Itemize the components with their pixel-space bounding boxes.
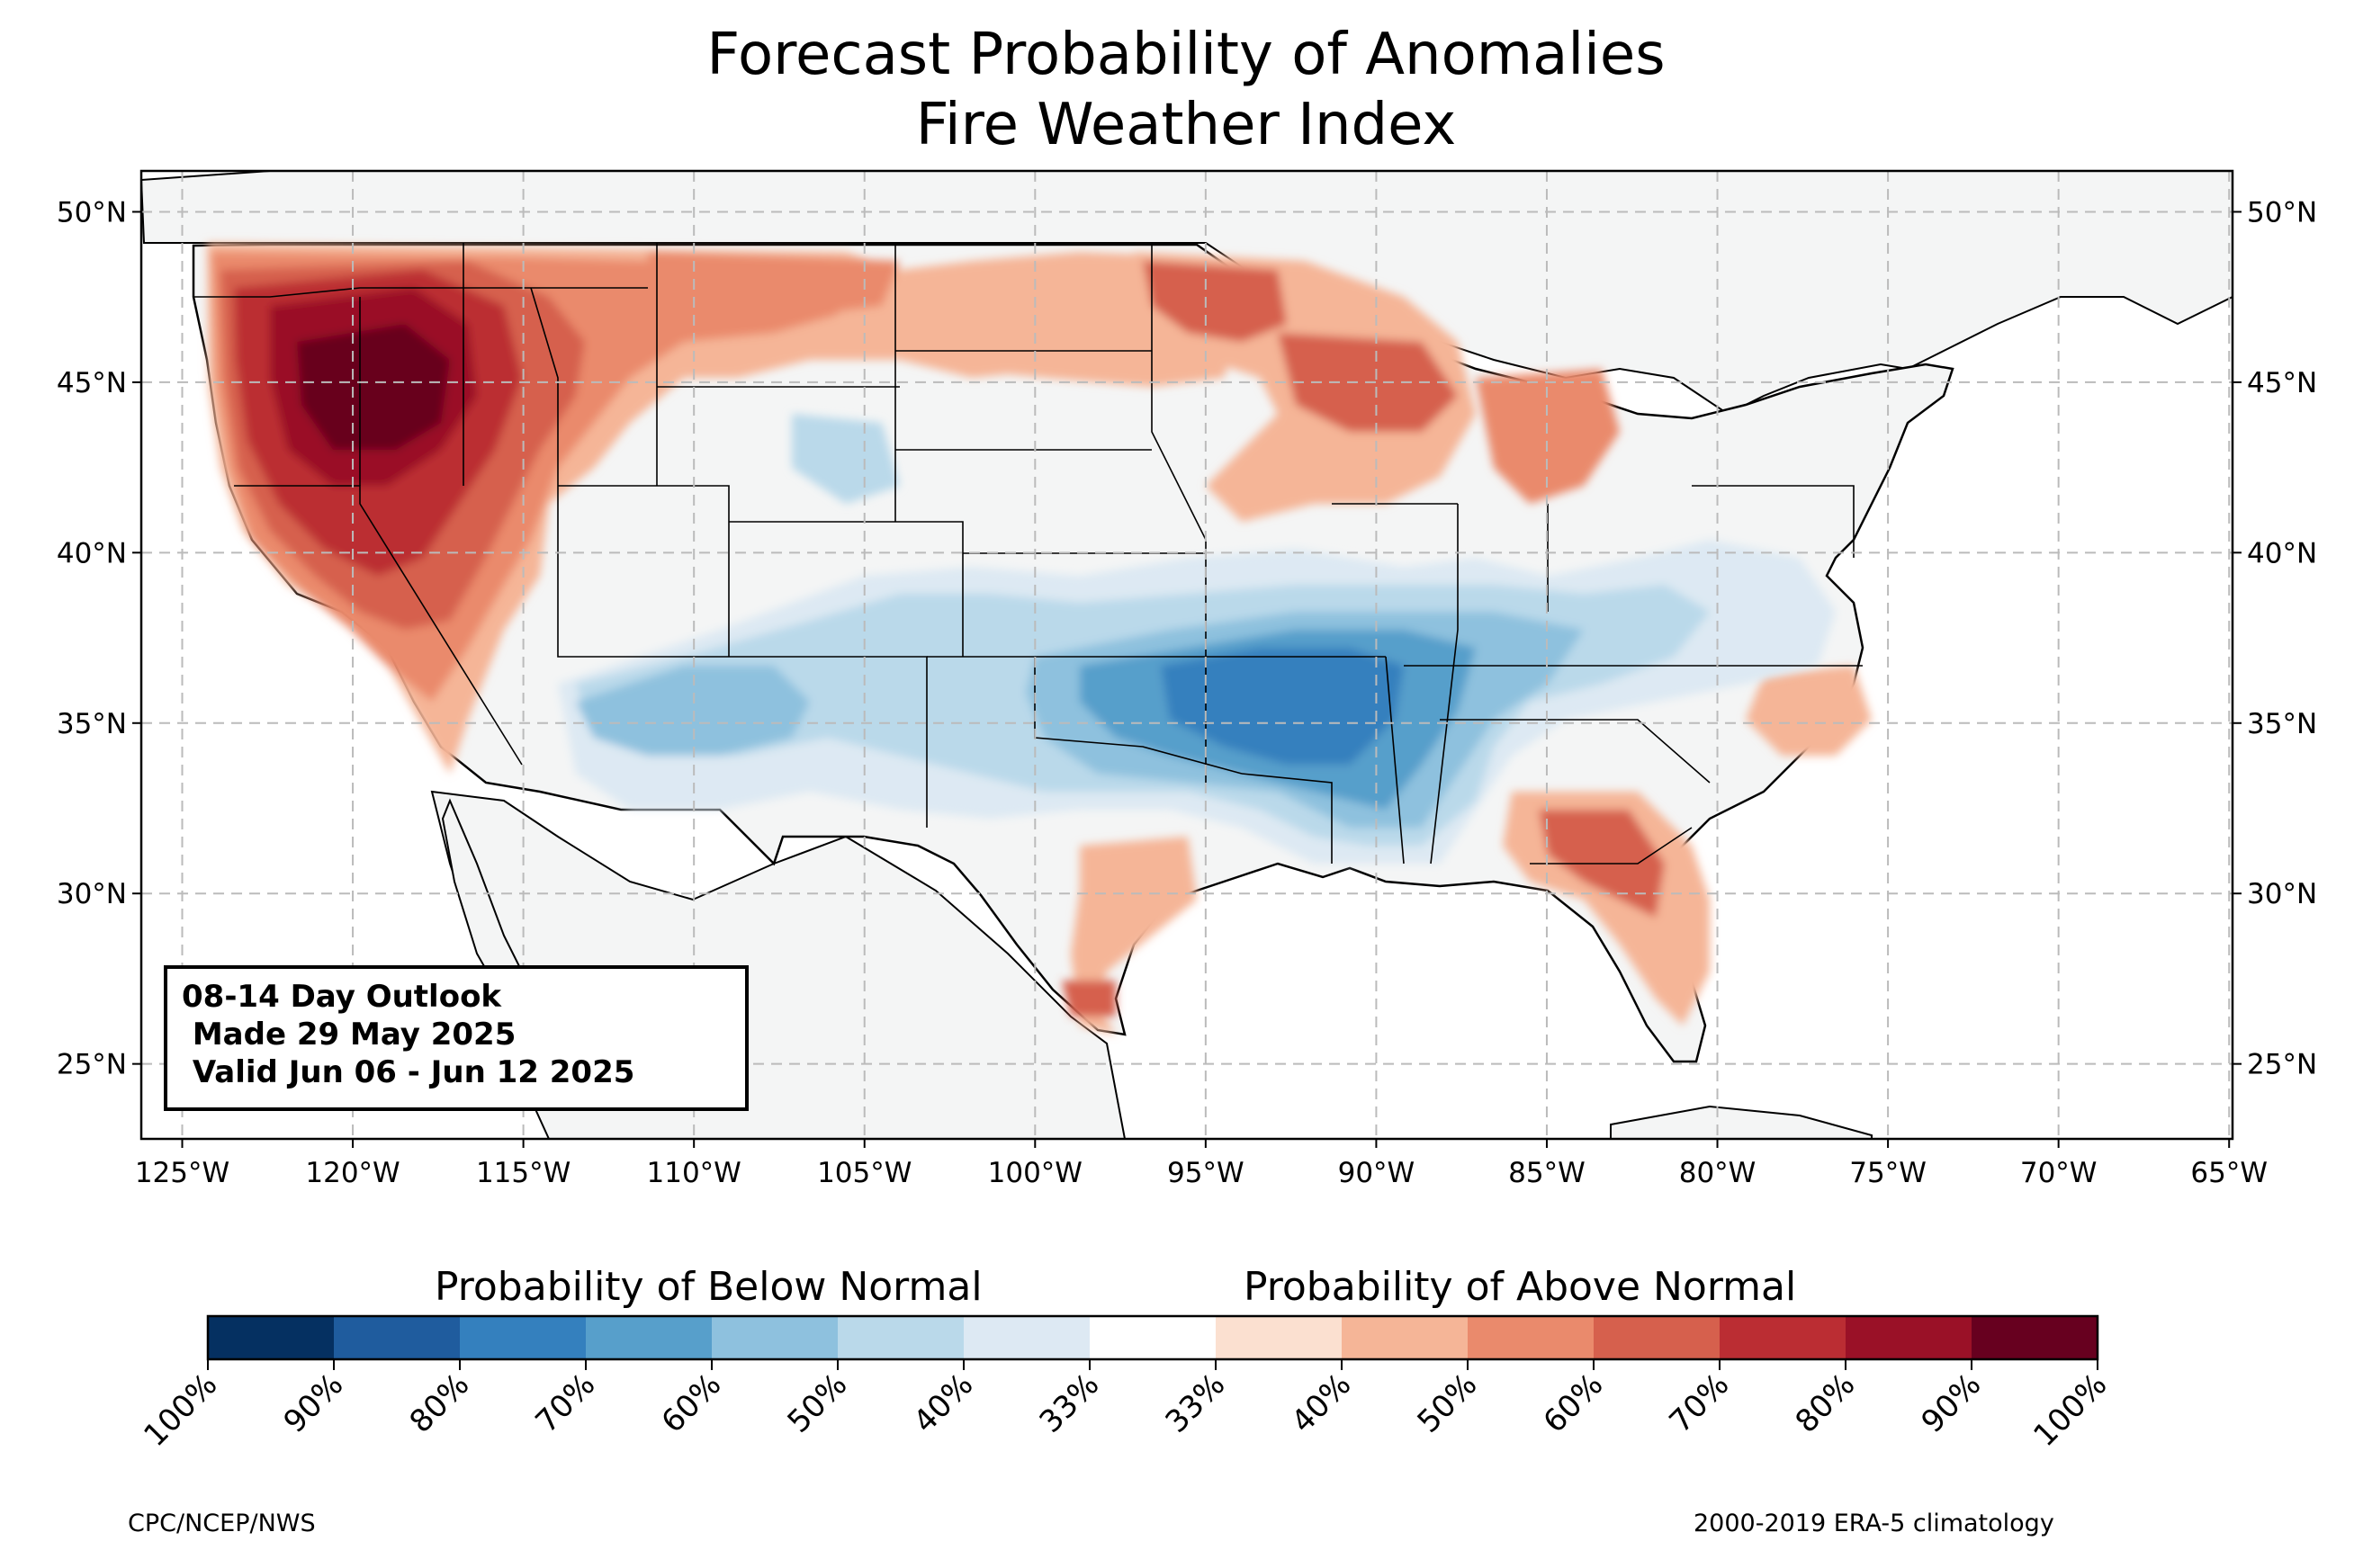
map-border (139, 169, 2234, 1141)
colorbar-tick-label: 100% (2026, 1366, 2114, 1454)
colorbar-tick-label: 90% (1915, 1366, 1989, 1440)
colorbar-segment (460, 1316, 587, 1359)
above-normal-shading (207, 243, 1872, 1035)
lat-tick-label-left: 45°N (57, 367, 127, 399)
colorbar-segment (712, 1316, 839, 1359)
colorbar-segment (1972, 1316, 2098, 1359)
lon-tick-label: 120°W (305, 1157, 400, 1189)
colorbar-tick-label: 40% (1285, 1366, 1359, 1440)
colorbar-segment (1594, 1316, 1721, 1359)
lon-tick-label: 115°W (476, 1157, 571, 1189)
colorbar-segment (1846, 1316, 1972, 1359)
colorbar-tick-label: 90% (277, 1366, 351, 1440)
colorbar-segment (586, 1316, 713, 1359)
lon-tick-label: 85°W (1508, 1157, 1586, 1189)
lat-tick-label-left: 35°N (57, 708, 127, 740)
lat-axis-right: 50°N 45°N 40°N 35°N 30°N 25°N (2233, 196, 2317, 1081)
lat-tick-label-right: 30°N (2247, 878, 2317, 910)
colorbar-segment (334, 1316, 461, 1359)
lon-tick-label: 90°W (1338, 1157, 1415, 1189)
outlook-period: 08-14 Day Outlook (182, 979, 502, 1015)
lat-tick-label-left: 30°N (57, 878, 127, 910)
cuba-land (1610, 1105, 1873, 1139)
lat-tick-label-left: 25°N (57, 1049, 127, 1081)
colorbar-tick-label: 40% (907, 1366, 981, 1440)
lat-tick-label-right: 25°N (2247, 1049, 2317, 1081)
colorbar-above-label: Probability of Above Normal (1244, 1264, 1797, 1310)
colorbar-tick-label: 80% (1789, 1366, 1863, 1440)
colorbar-segment (208, 1316, 335, 1359)
lon-tick-label: 100°W (988, 1157, 1083, 1189)
colorbar-below-label: Probability of Below Normal (435, 1264, 983, 1310)
colorbar-tick-label: 50% (1411, 1366, 1485, 1440)
colorbar-tick-label: 80% (403, 1366, 477, 1440)
lon-tick-label: 80°W (1679, 1157, 1757, 1189)
title-line-1: Forecast Probability of Anomalies (706, 22, 1666, 88)
footer-source: CPC/NCEP/NWS (128, 1510, 316, 1537)
lat-tick-label-right: 50°N (2247, 196, 2317, 228)
colorbar-tick-label: 50% (781, 1366, 855, 1440)
footer-climatology: 2000-2019 ERA-5 climatology (1694, 1510, 2054, 1537)
lon-tick-label: 65°W (2190, 1157, 2268, 1189)
lon-axis: 125°W 120°W 115°W 110°W 105°W 100°W 95°W 90°W 85… (135, 1139, 2268, 1189)
lon-tick-label: 75°W (1849, 1157, 1927, 1189)
lat-tick-label-left: 40°N (57, 537, 127, 569)
colorbar-segment (1216, 1316, 1343, 1359)
map-title: Forecast Probability of Anomalies Fire W… (0, 20, 2372, 160)
lat-tick-label-left: 50°N (57, 196, 127, 228)
lat-tick-label-right: 45°N (2247, 367, 2317, 399)
colorbar-segment (964, 1316, 1091, 1359)
colorbar-segment (838, 1316, 965, 1359)
lon-tick-label: 95°W (1167, 1157, 1244, 1189)
colorbar: 100% 90% 80% 70% 60% 50% 40% 33% 33% 40% 50% 60% 70%… (137, 1314, 2114, 1454)
lat-tick-label-right: 40°N (2247, 537, 2317, 569)
lon-tick-label: 110°W (647, 1157, 741, 1189)
colorbar-segment (1090, 1316, 1217, 1359)
colorbar-tick-label: 60% (1537, 1366, 1611, 1440)
lat-axis-left: 50°N 45°N 40°N 35°N 30°N 25°N (57, 196, 141, 1081)
lat-tick-label-right: 35°N (2247, 708, 2317, 740)
colorbar-tick-label: 100% (137, 1366, 224, 1454)
title-line-2: Fire Weather Index (915, 92, 1457, 158)
lon-tick-label: 105°W (817, 1157, 912, 1189)
colorbar-tick-label: 70% (1663, 1366, 1737, 1440)
colorbar-tick-label: 33% (1159, 1366, 1233, 1440)
lon-tick-label: 70°W (2020, 1157, 2098, 1189)
colorbar-tick-label: 60% (655, 1366, 729, 1440)
colorbar-tick-label: 33% (1033, 1366, 1107, 1440)
colorbar-tick-label: 70% (529, 1366, 603, 1440)
colorbar-segment (1342, 1316, 1469, 1359)
outlook-valid-range: Valid Jun 06 - Jun 12 2025 (182, 1054, 635, 1090)
outlook-made-date: Made 29 May 2025 (182, 1017, 517, 1053)
colorbar-segment (1720, 1316, 1846, 1359)
colorbar-border (206, 1314, 2099, 1361)
colorbar-segment (1468, 1316, 1595, 1359)
outlook-info-box: 08-14 Day Outlook Made 29 May 2025 Valid… (164, 965, 749, 1111)
lon-tick-label: 125°W (135, 1157, 229, 1189)
